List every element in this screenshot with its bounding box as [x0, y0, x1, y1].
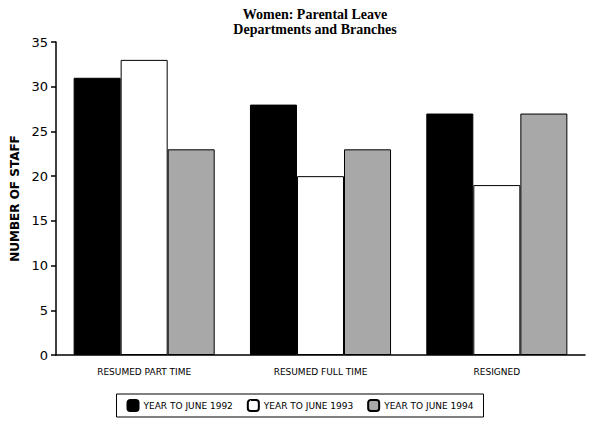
svg-text:RESUMED PART TIME: RESUMED PART TIME — [97, 367, 191, 377]
svg-text:30: 30 — [31, 79, 48, 94]
svg-text:35: 35 — [31, 35, 48, 50]
svg-text:25: 25 — [31, 124, 48, 139]
svg-text:RESIGNED: RESIGNED — [474, 367, 521, 377]
svg-text:NUMBER OF STAFF: NUMBER OF STAFF — [8, 135, 22, 262]
svg-text:0: 0 — [40, 348, 48, 363]
svg-text:20: 20 — [31, 169, 48, 184]
svg-text:Women: Parental Leave: Women: Parental Leave — [243, 7, 387, 22]
svg-text:RESUMED FULL TIME: RESUMED FULL TIME — [274, 367, 368, 377]
svg-text:Departments and Branches: Departments and Branches — [233, 22, 397, 37]
svg-text:15: 15 — [31, 213, 48, 228]
svg-text:YEAR TO JUNE 1994: YEAR TO JUNE 1994 — [383, 401, 474, 411]
svg-text:YEAR TO JUNE 1992: YEAR TO JUNE 1992 — [143, 401, 233, 411]
svg-text:10: 10 — [31, 258, 48, 273]
svg-text:5: 5 — [40, 303, 48, 318]
svg-text:YEAR TO JUNE 1993: YEAR TO JUNE 1993 — [263, 401, 353, 411]
